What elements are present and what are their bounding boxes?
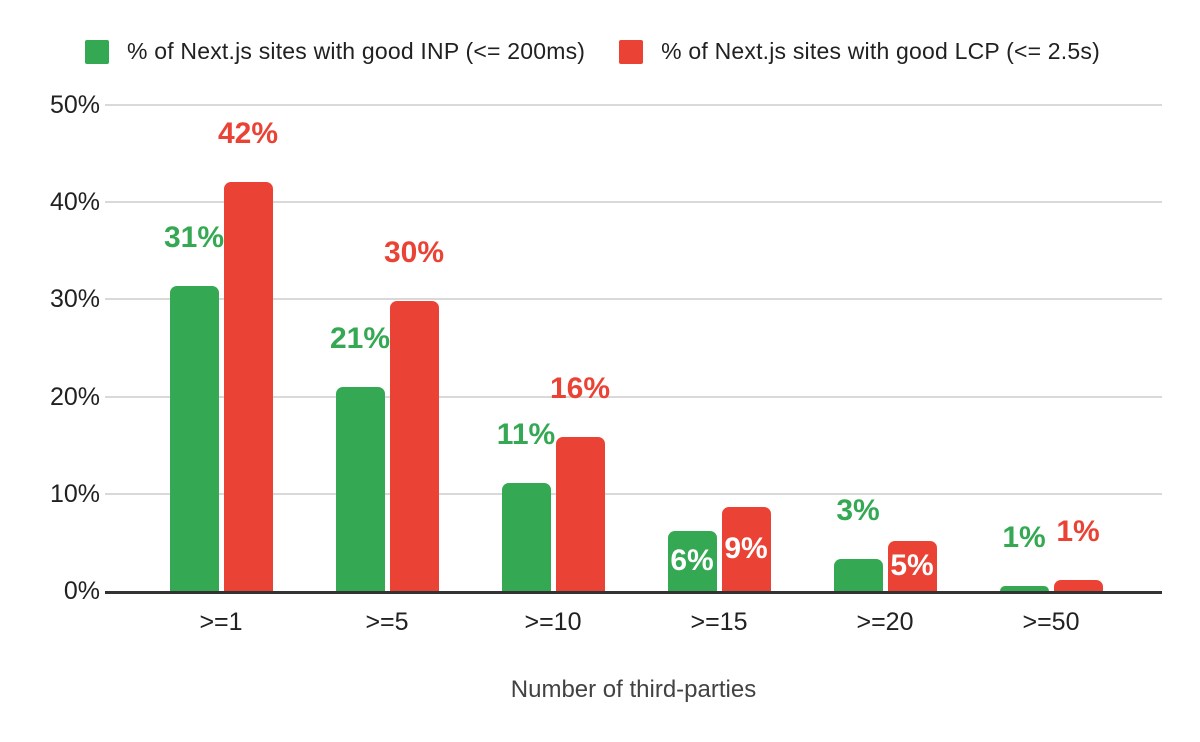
y-tick-label: 0% xyxy=(63,577,100,605)
x-tick-label: >=15 xyxy=(690,608,748,636)
legend-item-lcp: % of Next.js sites with good LCP (<= 2.5… xyxy=(619,38,1100,65)
y-tick-label: 30% xyxy=(49,285,100,314)
bar-value-label: 16% xyxy=(549,372,611,406)
bar-group: 3% 5% xyxy=(833,105,937,591)
bar-value-label: 31% xyxy=(163,220,225,254)
gridline xyxy=(105,201,1162,204)
bar-inp xyxy=(833,558,883,591)
bar-lcp xyxy=(223,181,273,591)
bar-lcp xyxy=(389,301,439,591)
bar-group: 1% 1% xyxy=(999,105,1103,591)
plot-area: 31% 42% 21% 30% 11% 16% 6% 9% 3% 5% 1% 1% xyxy=(105,104,1162,594)
bar-value-label: 9% xyxy=(724,532,768,566)
bar-value-label: 5% xyxy=(890,549,934,583)
bar-value-label: 42% xyxy=(217,116,279,150)
x-tick-label: >=10 xyxy=(524,608,582,636)
bar-value-label: 11% xyxy=(496,418,556,452)
bar-lcp xyxy=(555,437,605,591)
legend-label-lcp: % of Next.js sites with good LCP (<= 2.5… xyxy=(661,38,1100,64)
bar-value-label: 1% xyxy=(1002,521,1046,555)
x-axis-title: Number of third-parties xyxy=(510,676,757,703)
bar-group: 6% 9% xyxy=(667,105,771,591)
bar-value-label: 6% xyxy=(670,543,714,577)
y-tick-label: 10% xyxy=(49,479,100,508)
bar-group: 11% 16% xyxy=(497,105,610,591)
gridline xyxy=(105,298,1162,301)
bar-lcp xyxy=(887,541,937,591)
y-tick-label: 20% xyxy=(49,382,100,411)
legend-swatch-lcp-icon xyxy=(619,39,644,64)
bar-lcp xyxy=(1053,580,1103,591)
legend-item-inp: % of Next.js sites with good INP (<= 200… xyxy=(85,38,585,65)
bar-lcp xyxy=(721,507,771,591)
legend: % of Next.js sites with good INP (<= 200… xyxy=(85,38,1100,65)
legend-label-inp: % of Next.js sites with good INP (<= 200… xyxy=(127,38,586,64)
x-tick-label: >=20 xyxy=(856,608,914,636)
bar-value-label: 30% xyxy=(383,236,445,270)
gridline xyxy=(105,104,1162,106)
legend-swatch-inp-icon xyxy=(85,39,109,64)
bar-inp xyxy=(999,586,1049,591)
gridline xyxy=(105,395,1162,398)
bar-inp xyxy=(501,483,551,591)
x-tick-label: >=1 xyxy=(199,608,243,636)
x-tick-label: >=5 xyxy=(365,608,409,636)
bar-inp xyxy=(667,530,717,591)
bar-value-label: 1% xyxy=(1056,515,1100,549)
y-tick-label: 40% xyxy=(49,188,100,217)
x-tick-label: >=50 xyxy=(1022,608,1080,636)
gridline xyxy=(105,492,1162,495)
bar-group: 21% 30% xyxy=(330,105,444,591)
bar-value-label: 21% xyxy=(329,321,391,355)
bar-inp xyxy=(335,386,385,591)
y-tick-label: 50% xyxy=(49,91,100,119)
bar-value-label: 3% xyxy=(836,493,880,527)
bar-inp xyxy=(169,285,219,591)
bar-group: 31% 42% xyxy=(164,105,278,591)
